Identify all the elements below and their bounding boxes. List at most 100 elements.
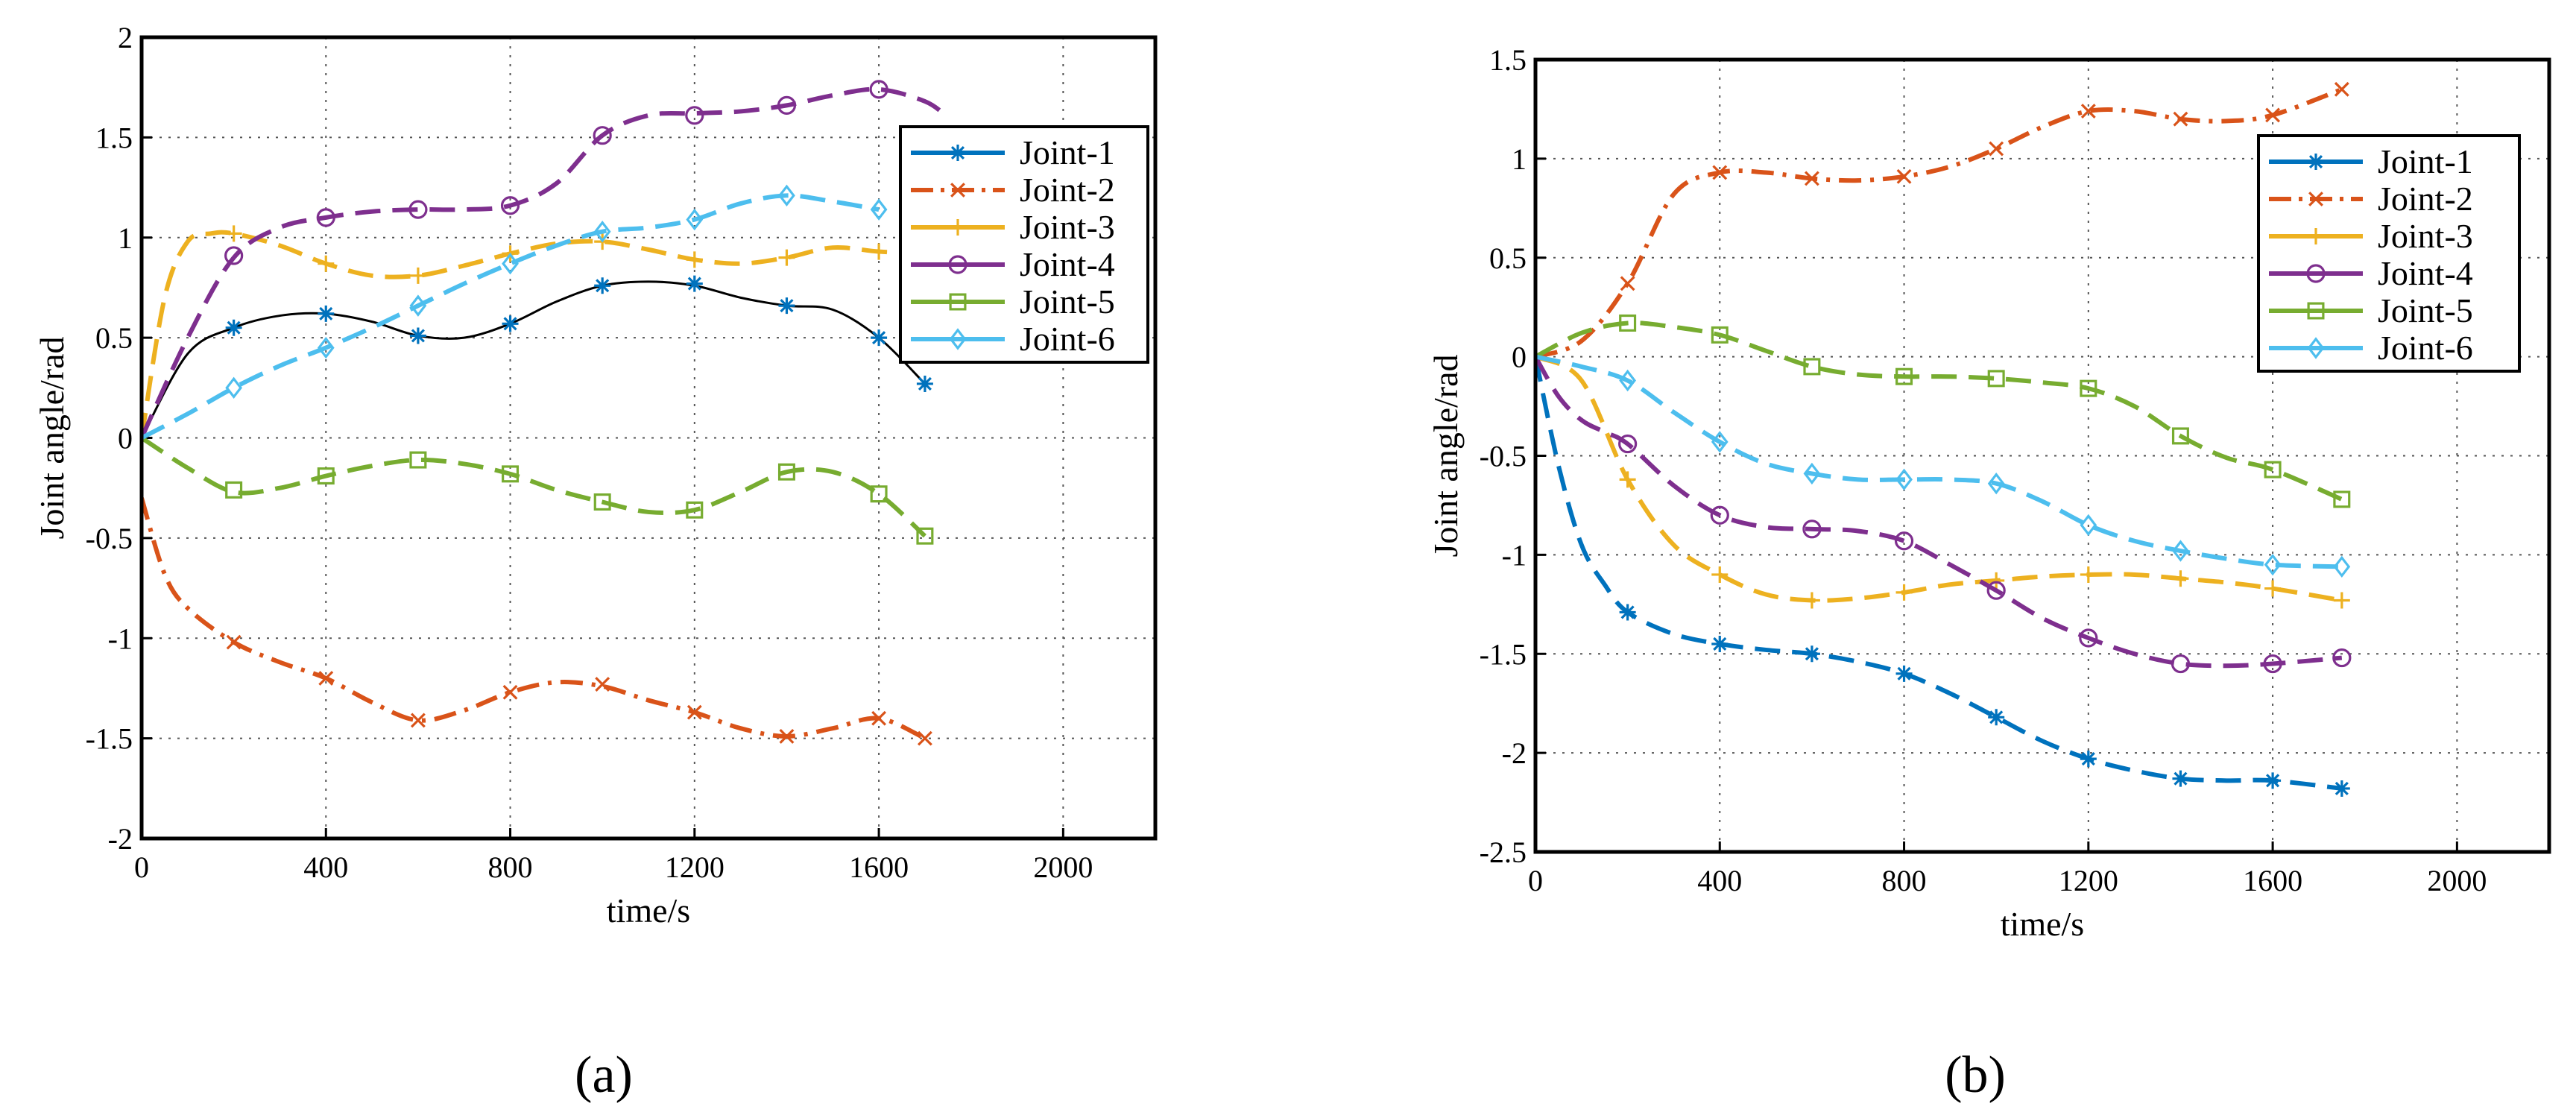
data-point (2080, 566, 2097, 583)
data-point (1711, 326, 1729, 344)
data-point (409, 267, 426, 284)
series-joint-3 (142, 225, 926, 438)
legend-label: Joint-4 (1020, 245, 1115, 283)
chart-a: 0 400 800 1200 1600 2000 2 1.5 1 0.5 0 -0.5 -1 -1.5 -2… (33, 21, 1158, 929)
data-point (410, 713, 426, 728)
series-joint-6 (1535, 354, 2351, 578)
data-point (777, 463, 795, 481)
series-line (142, 193, 880, 440)
data-point (593, 126, 612, 145)
y-tick-label: -1 (108, 622, 133, 655)
data-point (1711, 635, 1729, 652)
data-point (2172, 570, 2189, 587)
x-tick-label: 800 (488, 850, 533, 884)
data-point (1988, 572, 2005, 589)
data-point (594, 277, 611, 294)
data-point (2080, 514, 2097, 537)
series-line (142, 86, 950, 439)
data-point (500, 196, 520, 215)
x-tick-label: 400 (1697, 864, 1742, 897)
legend: Joint-1Joint-2Joint-3Joint-4Joint-5Joint… (899, 125, 1149, 364)
legend-marker (2307, 302, 2325, 320)
y-tick-label: 1.5 (1489, 43, 1527, 77)
legend-item-joint-2: Joint-2 (911, 171, 1115, 209)
x-tick-label: 400 (303, 850, 348, 884)
legend-label: Joint-5 (1020, 282, 1115, 320)
legend-box (2257, 134, 2521, 373)
data-point (1803, 462, 1821, 485)
series-joint-1 (142, 275, 933, 439)
series-joint-5 (1535, 314, 2351, 508)
series-joint-6 (142, 184, 888, 440)
y-axis-label: Joint angle/rad (1427, 354, 1465, 557)
legend-label: Joint-3 (1020, 208, 1115, 246)
data-point (1986, 581, 2006, 600)
data-point (225, 376, 243, 399)
data-point (225, 481, 243, 499)
data-point (869, 80, 888, 99)
data-point (1619, 471, 1636, 488)
data-point (1803, 592, 1820, 609)
chart-b: 0 400 800 1200 1600 2000 1.5 1 0.5 0 -0.5 -1 -1.5 -2 -… (1427, 43, 2551, 943)
data-point (1895, 367, 1913, 385)
series-line (1535, 87, 2343, 359)
data-point (409, 451, 427, 469)
data-point (2264, 553, 2282, 576)
data-point (2333, 555, 2351, 578)
data-point (1620, 276, 1635, 291)
x-tick-label: 1200 (665, 850, 724, 884)
legend-item-joint-1: Joint-1 (2269, 142, 2473, 180)
legend-marker (2306, 264, 2326, 283)
data-point (686, 704, 702, 720)
data-point (2263, 654, 2282, 674)
series-line (1535, 356, 2343, 791)
data-point (1895, 468, 1913, 491)
data-point (2172, 770, 2189, 787)
legend: Joint-1Joint-2Joint-3Joint-4Joint-5Joint… (2257, 134, 2521, 373)
data-point (317, 467, 335, 485)
data-point (2332, 648, 2352, 668)
legend-item-joint-5: Joint-5 (911, 282, 1115, 320)
legend-item-joint-4: Joint-4 (911, 245, 1115, 283)
x-tick-label: 2000 (2427, 864, 2487, 897)
data-point (779, 729, 795, 744)
y-tick-label: 1 (118, 221, 133, 255)
x-tick-label: 0 (1528, 864, 1543, 897)
data-point (2080, 751, 2097, 768)
x-tick-label: 1600 (849, 850, 909, 884)
data-point (409, 327, 426, 344)
x-axis-label: time/s (607, 891, 690, 929)
data-point (2333, 780, 2350, 797)
data-point (1989, 141, 2004, 157)
legend-item-joint-3: Joint-3 (911, 208, 1115, 246)
data-point (686, 275, 703, 292)
y-tick-label: -1.5 (1480, 637, 1527, 671)
data-point (2079, 628, 2098, 648)
data-point (2080, 104, 2096, 119)
legend-marker (949, 328, 967, 350)
data-point (2264, 580, 2282, 597)
x-axis-label: time/s (2001, 905, 2084, 943)
data-point (2333, 490, 2351, 508)
legend-marker (950, 219, 966, 236)
y-axis-label: Joint angle/rad (33, 336, 71, 539)
legend-label: Joint-5 (2378, 291, 2473, 329)
data-point (317, 336, 335, 359)
series-line (142, 497, 926, 741)
legend-item-joint-1: Joint-1 (911, 133, 1115, 171)
series-joint-5 (142, 435, 934, 545)
data-point (686, 208, 704, 231)
data-point (226, 634, 242, 650)
data-point (778, 184, 795, 207)
legend-box (899, 125, 1149, 364)
series-line (1535, 354, 2342, 569)
data-point (318, 305, 335, 322)
data-point (1988, 709, 2005, 726)
data-point (595, 677, 610, 692)
data-point (917, 730, 932, 746)
data-point (225, 225, 242, 242)
data-point (2264, 772, 2282, 789)
data-point (871, 710, 887, 726)
data-point (225, 319, 242, 336)
legend-marker (2308, 154, 2324, 170)
